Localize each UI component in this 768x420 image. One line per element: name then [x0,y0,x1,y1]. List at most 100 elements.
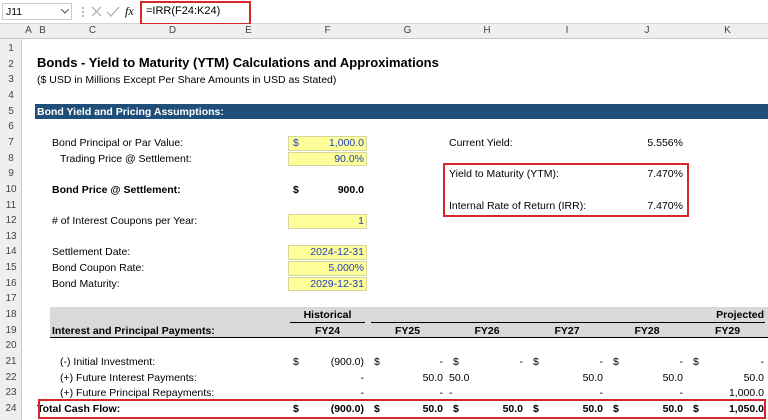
row-header: 9 [8,168,14,180]
cell-label: ($ USD in Millions Except Per Share Amou… [37,74,337,87]
cell-label: Bond Yield and Pricing Assumptions: [37,105,224,118]
cell-label: Bonds - Yield to Maturity (YTM) Calculat… [37,54,439,70]
cell-label: Bond Principal or Par Value: [52,136,184,149]
row-header: 20 [5,340,17,352]
cell-label: (+) Future Principal Repayments: [60,387,215,400]
currency-symbol: $ [693,356,699,368]
column-header: B [39,25,46,36]
column-label: Historical [303,309,352,322]
cell-value: 1,000.0 [328,136,364,149]
cell-label: 50.0 [449,371,470,384]
row-header: 12 [5,215,17,227]
name-box[interactable]: J11 [2,3,72,20]
input-cell [288,245,367,261]
row-header-bar [0,39,22,420]
cell-value: 90.0% [334,152,364,165]
input-cell [288,261,367,276]
row-header: 11 [5,199,17,211]
row-header: 8 [8,152,14,164]
cell-label: Yield to Maturity (YTM): [449,168,559,181]
function-icon[interactable]: fx [125,4,134,18]
cell-value: 50.0 [582,402,603,415]
cell-value: - [760,356,765,368]
cell-label: Current Yield: [449,136,513,149]
cell-value: 1,050.0 [728,402,764,415]
row-header: 13 [5,230,17,242]
cell-value: - [360,371,365,384]
row-header: 7 [8,136,14,148]
row-header: 16 [5,277,17,289]
cell-value: 7.470% [647,199,683,212]
cell-value: (900.0) [330,402,364,415]
input-cell [288,151,367,167]
cell-value: - [679,387,684,400]
cell-label: (-) Initial Investment: [60,356,156,368]
cell-value: 1,000.0 [728,387,764,400]
cell-value: 50.0 [743,371,764,384]
cell-label: Bond Maturity: [52,277,120,290]
cell-value: - [519,356,524,368]
cell-label: # of Interest Coupons per Year: [52,215,198,228]
cell-value: 50.0 [502,402,523,415]
column-header-bar [0,24,768,39]
cell-label: Total Cash Flow: [37,402,121,415]
total-highlight [38,398,766,419]
row-header: 15 [5,262,17,274]
column-label: FY27 [554,324,580,337]
cell-value: 5.556% [647,136,683,149]
cell-value: 50.0 [662,402,683,415]
currency-symbol: $ [533,356,539,368]
cell-value: - [679,356,684,368]
cell-value: 50.0 [422,402,443,415]
column-header: C [88,25,97,36]
column-header: I [565,25,569,36]
cell-label: Settlement Date: [52,246,131,259]
cell-label: (+) Future Interest Payments: [60,371,197,384]
currency-symbol: $ [293,136,299,149]
name-box-text: J11 [6,6,23,18]
cell-value: Projected [716,309,764,322]
cell-label: Bond Coupon Rate: [52,262,145,275]
row-header: 24 [5,402,17,414]
row-header: 22 [5,371,17,383]
column-header: E [245,25,252,36]
column-header: G [403,25,412,36]
cell-value: 900.0 [337,183,364,196]
cell-value: 5.000% [328,262,364,275]
cell-value: 50.0 [422,371,443,384]
row-header: 23 [5,387,17,399]
column-header: H [483,25,491,36]
formula-icons [82,6,120,17]
row-header: 4 [8,89,14,101]
column-header: J [644,25,650,36]
column-label: FY29 [714,324,741,337]
cell-value: - [360,387,365,400]
currency-symbol: $ [293,183,299,196]
cell-value: 1 [358,215,364,228]
formula-text[interactable]: =IRR(F24:K24) [146,5,221,17]
currency-symbol: $ [453,356,459,368]
row-header: 10 [5,183,17,195]
cell-value: 2029-12-31 [310,277,364,290]
formula-highlight [140,1,251,25]
cell-value: (900.0) [330,356,364,368]
row-header: 2 [8,58,14,70]
yield-highlight [443,163,689,218]
cell-value: - [599,356,604,368]
column-label: FY26 [474,324,500,337]
cell-label: Trading Price @ Settlement: [60,152,192,165]
section-band [35,103,768,120]
table-header-band [50,307,768,339]
cell-value: 50.0 [662,371,683,384]
row-header: 14 [5,246,17,258]
cell-label: Bond Price @ Settlement: [52,183,181,196]
cell-value: - [439,356,444,368]
row-header: 17 [5,293,17,305]
currency-symbol: $ [374,356,380,368]
cell-label: Internal Rate of Return (IRR): [449,199,587,212]
column-header: K [724,25,731,36]
row-header: 19 [5,324,17,336]
cell-label: - [449,387,453,400]
input-cell [288,135,367,151]
